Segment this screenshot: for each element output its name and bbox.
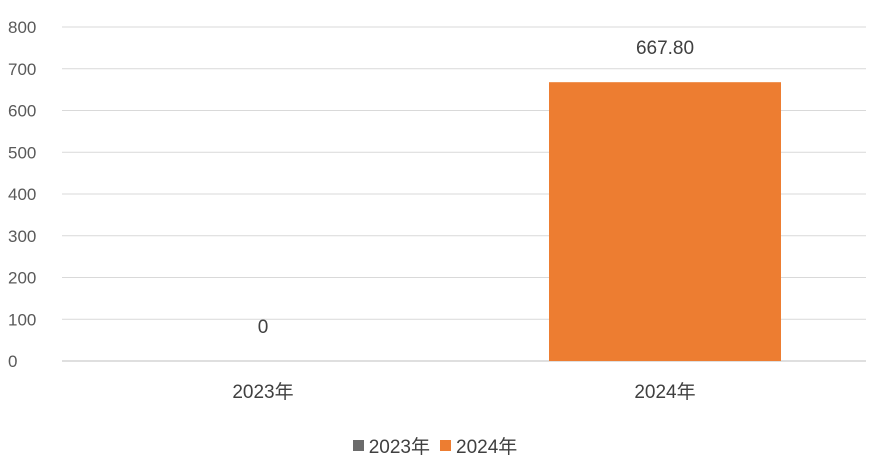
x-tick-label-1: 2024年 — [634, 381, 695, 403]
data-label-1: 667.80 — [636, 38, 694, 59]
y-tick-label-800: 800 — [8, 18, 36, 37]
y-tick-label-400: 400 — [8, 185, 36, 204]
bar-1 — [549, 82, 781, 361]
y-tick-label-0: 0 — [8, 352, 17, 371]
y-tick-label-100: 100 — [8, 310, 36, 329]
legend-label-2024: 2024年 — [456, 432, 517, 459]
y-tick-label-700: 700 — [8, 60, 36, 79]
legend-swatch-2024 — [440, 440, 451, 451]
y-tick-label-200: 200 — [8, 269, 36, 288]
legend: 2023年 2024年 — [0, 432, 870, 459]
legend-item-2023: 2023年 — [353, 432, 430, 459]
y-tick-label-500: 500 — [8, 143, 36, 162]
y-tick-label-300: 300 — [8, 227, 36, 246]
legend-label-2023: 2023年 — [369, 432, 430, 459]
x-tick-label-0: 2023年 — [232, 381, 293, 403]
legend-swatch-2023 — [353, 440, 364, 451]
y-tick-label-600: 600 — [8, 102, 36, 121]
bar-chart: 0 100 200 300 400 500 600 700 800 2023年 0 2024年 667.… — [0, 0, 870, 425]
data-label-0: 0 — [258, 317, 269, 338]
legend-item-2024: 2024年 — [440, 432, 517, 459]
